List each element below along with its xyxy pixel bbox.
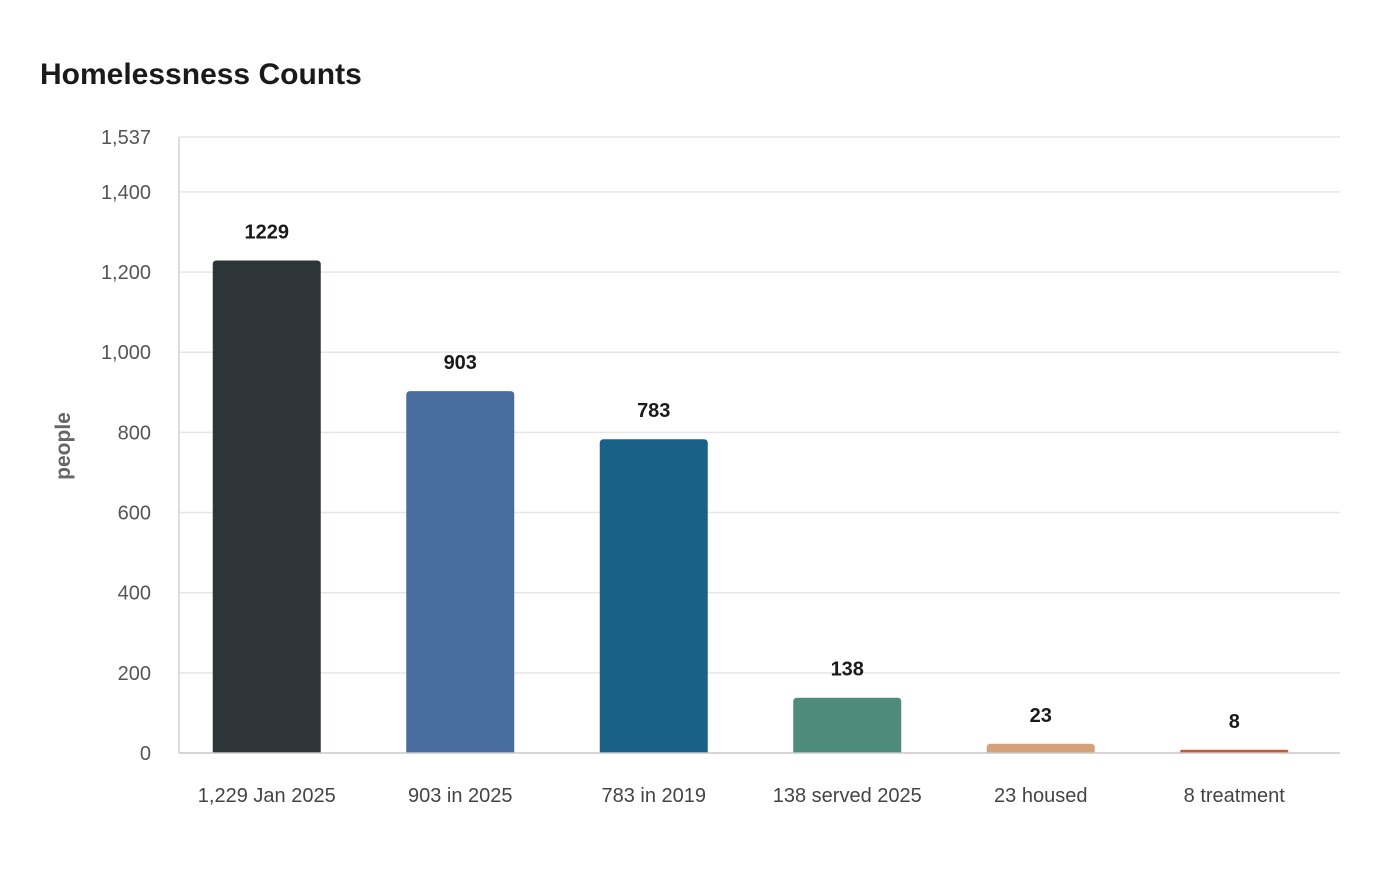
x-tick-label: 23 housed (994, 785, 1087, 807)
y-axis-title: people (52, 412, 75, 480)
grid-lines (179, 136, 1340, 674)
x-tick-label: 903 in 2025 (408, 785, 513, 807)
bars: 1229 903 783 138 23 8 (212, 221, 1289, 753)
x-tick-label: 138 served 2025 (773, 785, 922, 807)
y-tick-label: 400 (118, 583, 151, 605)
bar (1180, 749, 1289, 753)
x-tick-label: 8 treatment (1184, 785, 1286, 807)
x-tick-label: 783 in 2019 (601, 785, 706, 807)
y-tick-label: 0 (140, 743, 151, 765)
y-tick-label: 1,400 (101, 182, 151, 204)
y-tick-label: 1,537 (101, 127, 151, 149)
y-tick-label: 200 (118, 663, 151, 685)
axes: 0 200 400 600 800 1,000 1,200 1,400 1,537 1,229 J… (101, 127, 1340, 807)
bar (406, 391, 515, 753)
y-tick-label: 800 (118, 422, 151, 444)
bar-value-label: 1229 (245, 221, 290, 243)
bar-value-label: 138 (831, 659, 864, 681)
bar-value-label: 783 (637, 400, 670, 422)
bar (599, 439, 708, 753)
y-tick-label: 600 (118, 503, 151, 525)
bar (212, 260, 321, 753)
bar-value-label: 8 (1229, 711, 1240, 733)
chart-title: Homelessness Counts (40, 58, 362, 91)
bar (793, 697, 902, 753)
y-tick-label: 1,200 (101, 262, 151, 284)
y-tick-label: 1,000 (101, 342, 151, 364)
bar-value-label: 903 (444, 352, 477, 374)
bar (986, 743, 1095, 753)
bar-value-label: 23 (1030, 705, 1052, 727)
x-tick-label: 1,229 Jan 2025 (198, 785, 336, 807)
